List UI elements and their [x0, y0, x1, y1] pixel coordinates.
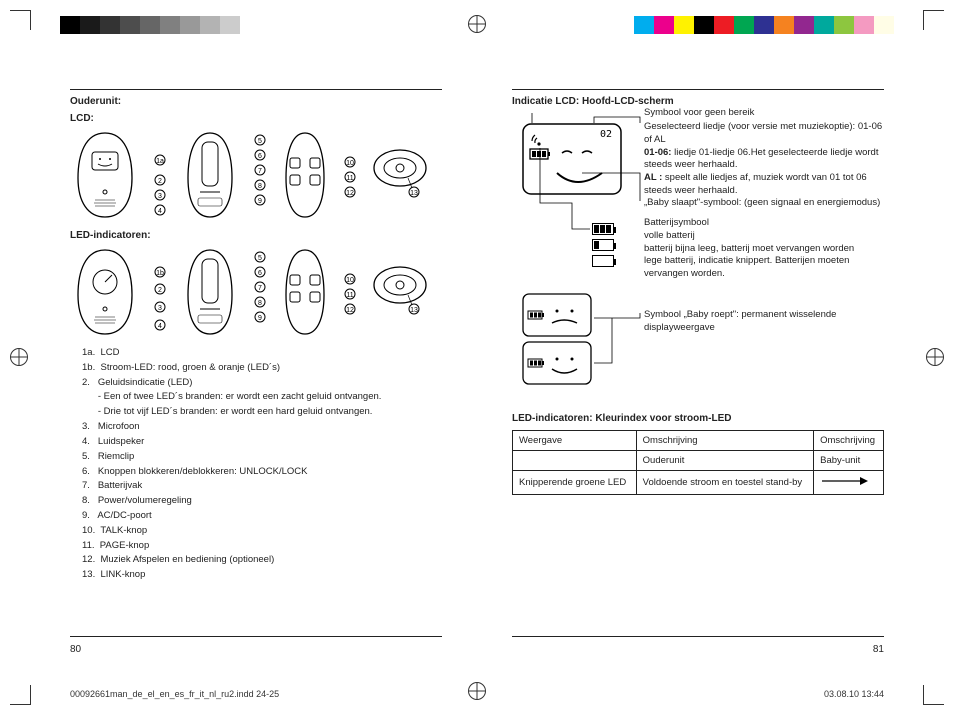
- svg-text:3: 3: [158, 305, 162, 312]
- svg-text:3: 3: [158, 193, 162, 200]
- svg-text:7: 7: [258, 285, 262, 292]
- td-babyunit: Baby-unit: [814, 451, 884, 471]
- callout-batt-low: batterij bijna leeg, batterij moet verva…: [644, 243, 854, 254]
- svg-text:12: 12: [346, 307, 354, 314]
- page-right: Indicatie LCD: Hoofd-LCD-scherm 02: [502, 50, 914, 665]
- svg-text:02: 02: [600, 129, 612, 140]
- th-omschrijving2: Omschrijving: [814, 431, 884, 451]
- svg-text:12: 12: [346, 190, 354, 197]
- list-item: 1b. Stroom-LED: rood, groen & oranje (LE…: [82, 362, 442, 375]
- page-left: Ouderunit: LCD: 1a 2 3 4: [40, 50, 452, 665]
- callout-slaap: „Baby slaapt"-symbool: (geen signaal en …: [644, 197, 884, 210]
- list-item: 2. Geluidsindicatie (LED): [82, 377, 442, 390]
- reg-mark: [468, 682, 486, 700]
- heading-ouderunit: Ouderunit:: [70, 96, 442, 107]
- heading-led: LED-indicatoren:: [70, 230, 442, 241]
- callout-batt-full: volle batterij: [644, 230, 695, 241]
- svg-text:13: 13: [410, 307, 418, 314]
- list-item: 1a. LCD: [82, 347, 442, 360]
- td-voldoende: Voldoende stroom en toestel stand-by: [636, 471, 813, 495]
- slug-filename: 00092661man_de_el_en_es_fr_it_nl_ru2.ind…: [70, 689, 279, 699]
- svg-text:6: 6: [258, 270, 262, 277]
- gray-bar: [60, 16, 240, 34]
- callout-batt-empty: lege batterij, indicatie knippert. Batte…: [644, 255, 849, 279]
- svg-text:5: 5: [258, 138, 262, 145]
- diagram-row-lcd: 1a 2 3 4 5 6 7 8 9: [70, 130, 442, 220]
- slug-datetime: 03.08.10 13:44: [824, 689, 884, 699]
- svg-text:10: 10: [346, 277, 354, 284]
- svg-text:5: 5: [258, 255, 262, 262]
- led-table: Weergave Omschrijving Omschrijving Ouder…: [512, 430, 884, 495]
- reg-mark: [926, 348, 944, 366]
- callout-0106-text: liedje 01-liedje 06.Het geselecteerde li…: [644, 147, 878, 171]
- svg-text:11: 11: [346, 175, 353, 182]
- reg-mark: [468, 15, 486, 33]
- svg-text:4: 4: [158, 208, 162, 215]
- page-number: 81: [873, 644, 884, 655]
- list-item: 10. TALK-knop: [82, 525, 442, 538]
- svg-text:6: 6: [258, 153, 262, 160]
- list-item: - Drie tot vijf LED´s branden: er wordt …: [82, 406, 442, 419]
- list-item: 11. PAGE-knop: [82, 540, 442, 553]
- callout-geenbereik: Symbool voor geen bereik: [644, 107, 754, 120]
- svg-text:10: 10: [346, 160, 354, 167]
- list-item: 7. Batterijvak: [82, 480, 442, 493]
- td-knipperende: Knipperende groene LED: [513, 471, 637, 495]
- callout-lied-intro: Geselecteerd liedje (voor versie met muz…: [644, 121, 882, 145]
- list-item: 3. Microfoon: [82, 421, 442, 434]
- heading-table: LED-indicatoren: Kleurindex voor stroom-…: [512, 413, 884, 424]
- parts-list: 1a. LCD 1b. Stroom-LED: rood, groen & ora…: [70, 347, 442, 582]
- list-item: 12. Muziek Afspelen en bediening (option…: [82, 554, 442, 567]
- list-item: 8. Power/volumeregeling: [82, 495, 442, 508]
- th-weergave: Weergave: [513, 431, 637, 451]
- list-item: - Een of twee LED´s branden: er wordt ee…: [82, 391, 442, 404]
- callout-al-text: speelt alle liedjes af, muziek wordt van…: [644, 172, 867, 196]
- svg-text:11: 11: [346, 292, 353, 299]
- diagram-row-led: 1b 2 3 4 5 6 7 8 9: [70, 247, 442, 337]
- page-number: 80: [70, 644, 81, 655]
- callout-roept: Symbool „Baby roept": permanent wisselen…: [644, 309, 884, 335]
- callout-0106-label: 01-06:: [644, 147, 671, 158]
- svg-text:8: 8: [258, 183, 262, 190]
- svg-text:1b: 1b: [156, 270, 164, 277]
- list-item: 9. AC/DC-poort: [82, 510, 442, 523]
- svg-text:1a: 1a: [156, 158, 164, 165]
- td-arrow: [814, 471, 884, 495]
- heading-indicatie: Indicatie LCD: Hoofd-LCD-scherm: [512, 96, 884, 107]
- th-omschrijving1: Omschrijving: [636, 431, 813, 451]
- svg-text:13: 13: [410, 190, 418, 197]
- td-ouderunit: Ouderunit: [636, 451, 813, 471]
- list-item: 13. LINK-knop: [82, 569, 442, 582]
- color-bar: [634, 16, 894, 34]
- heading-lcd: LCD:: [70, 113, 442, 124]
- svg-text:9: 9: [258, 198, 262, 205]
- svg-text:7: 7: [258, 168, 262, 175]
- svg-text:9: 9: [258, 315, 262, 322]
- list-item: 4. Luidspeker: [82, 436, 442, 449]
- list-item: 5. Riemclip: [82, 451, 442, 464]
- svg-text:2: 2: [158, 178, 162, 185]
- list-item: 6. Knoppen blokkeren/deblokkeren: UNLOCK…: [82, 466, 442, 479]
- svg-text:2: 2: [158, 287, 162, 294]
- callout-batt-header: Batterijsymbool: [644, 217, 709, 228]
- svg-text:4: 4: [158, 323, 162, 330]
- callout-al-label: AL :: [644, 172, 662, 183]
- svg-text:8: 8: [258, 300, 262, 307]
- reg-mark: [10, 348, 28, 366]
